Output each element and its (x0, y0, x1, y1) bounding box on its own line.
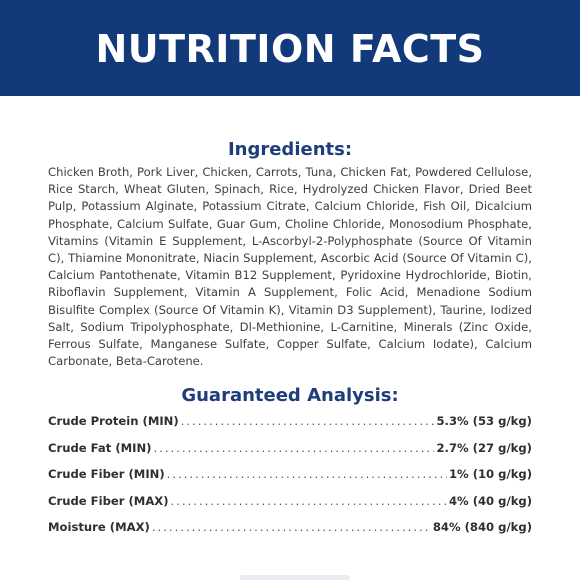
dot-leader: ........................................… (180, 414, 435, 428)
dot-leader: ........................................… (166, 467, 447, 481)
analysis-value: 2.7% (27 g/kg) (436, 440, 532, 455)
guaranteed-analysis-heading: Guaranteed Analysis: (181, 385, 399, 406)
analysis-label: Crude Fat (MIN) (48, 440, 152, 455)
analysis-label: Crude Fiber (MAX) (48, 493, 169, 508)
header-banner: NUTRITION FACTS (0, 0, 580, 96)
dot-leader: ........................................… (151, 520, 431, 534)
analysis-label: Crude Fiber (MIN) (48, 467, 165, 481)
bottom-edge-mark (240, 575, 350, 580)
analysis-value: 84% (840 g/kg) (432, 520, 532, 534)
ingredients-heading: Ingredients: (227, 139, 353, 160)
dot-leader: ........................................… (170, 493, 447, 508)
page-title: NUTRITION FACTS (95, 27, 485, 71)
analysis-row-crude-protein-min: Crude Protein (MIN) ....................… (48, 414, 532, 441)
analysis-label: Crude Protein (MIN) (48, 414, 179, 428)
analysis-row-crude-fat-min: Crude Fat (MIN) ........................… (48, 441, 532, 468)
dot-leader: ........................................… (153, 440, 435, 455)
analysis-value: 5.3% (53 g/kg) (436, 414, 532, 428)
ingredients-list: Chicken Broth, Pork Liver, Chicken, Carr… (48, 165, 532, 369)
analysis-value: 4% (40 g/kg) (448, 493, 532, 508)
analysis-label: Moisture (MAX) (48, 520, 150, 534)
analysis-value: 1% (10 g/kg) (448, 467, 532, 481)
analysis-row-crude-fiber-max: Crude Fiber (MAX) ......................… (48, 494, 532, 521)
analysis-row-moisture-max: Moisture (MAX) .........................… (48, 520, 532, 547)
analysis-row-crude-fiber-min: Crude Fiber (MIN) ......................… (48, 467, 532, 494)
guaranteed-analysis-table: Crude Protein (MIN) ....................… (48, 414, 532, 547)
